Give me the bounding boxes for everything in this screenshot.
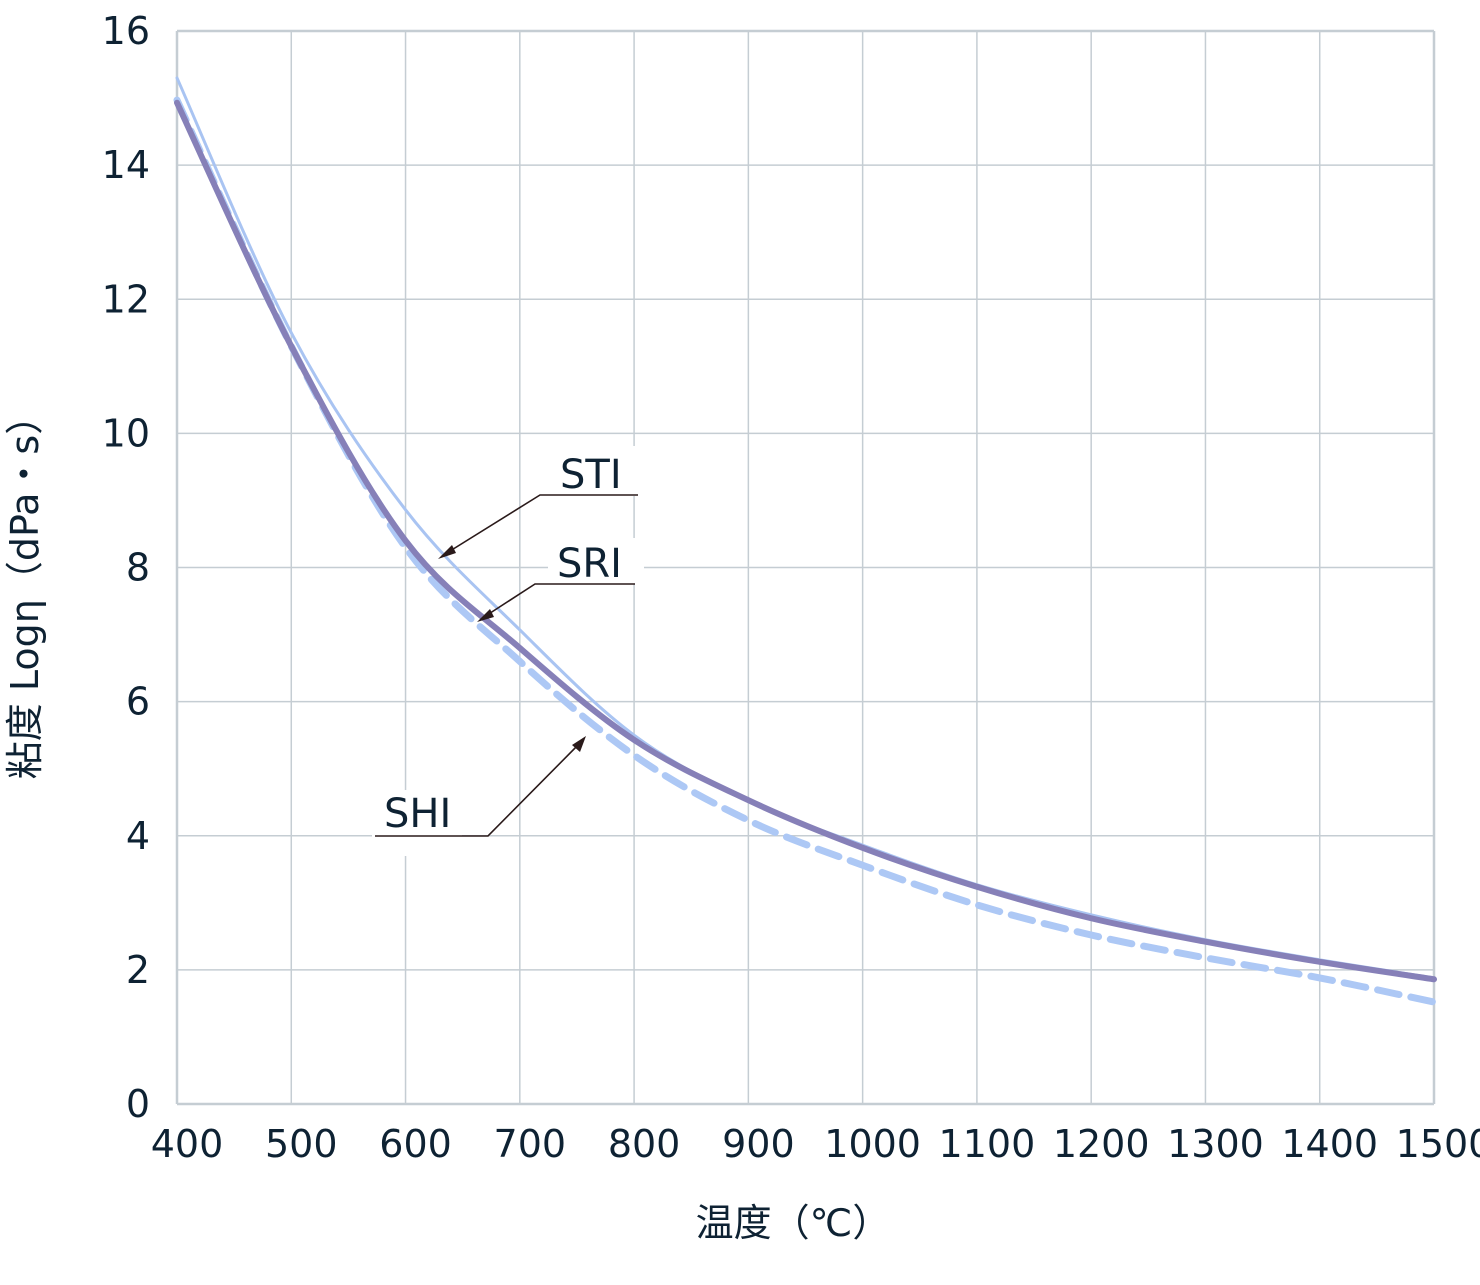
- label-sti: STI: [560, 452, 622, 498]
- arrowhead-shi: [572, 736, 586, 752]
- x-tick-label: 400: [151, 1122, 224, 1166]
- x-axis-label: 温度（℃）: [696, 1201, 891, 1245]
- x-tick-label: 700: [494, 1122, 567, 1166]
- series-line-sri: [174, 99, 1437, 983]
- y-tick-label: 0: [126, 1082, 150, 1126]
- x-tick-label: 500: [265, 1122, 338, 1166]
- y-tick-label: 12: [102, 277, 150, 321]
- y-tick-label: 14: [102, 143, 150, 187]
- annotation-sri: SRI: [477, 538, 644, 622]
- y-tick-label: 6: [126, 680, 150, 724]
- annotation-sti: STI: [438, 446, 638, 559]
- x-tick-label: 1100: [939, 1122, 1036, 1166]
- grid: [175, 29, 1436, 1106]
- series-layer: [173, 76, 1438, 1006]
- y-tick-label: 4: [126, 814, 150, 858]
- y-tick-label: 8: [126, 546, 150, 590]
- x-tick-label: 1300: [1167, 1122, 1264, 1166]
- series-line-shi: [173, 96, 1438, 1006]
- x-tick-label: 900: [722, 1122, 795, 1166]
- x-tick-label: 800: [608, 1122, 681, 1166]
- leader-sti: [441, 494, 638, 557]
- tick-labels: 400 500 600 700 800 900 1000 1100 1200 1300 1400 15…: [102, 9, 1480, 1166]
- label-shi: SHI: [384, 791, 451, 837]
- leader-sri: [480, 583, 635, 620]
- x-tick-label: 1200: [1053, 1122, 1150, 1166]
- x-tick-label: 1400: [1281, 1122, 1378, 1166]
- arrowhead-sri: [477, 609, 494, 622]
- x-tick-label: 600: [379, 1122, 452, 1166]
- y-tick-label: 16: [102, 9, 150, 53]
- arrowhead-sti: [438, 545, 456, 559]
- y-axis-label: 粘度 Logη（dPa・s）: [3, 397, 47, 779]
- y-tick-label: 10: [102, 411, 150, 455]
- annotation-shi: SHI: [372, 736, 586, 856]
- label-sri: SRI: [557, 541, 622, 587]
- leader-shi: [375, 739, 584, 837]
- x-tick-label: 1000: [824, 1122, 921, 1166]
- y-tick-label: 2: [126, 948, 150, 992]
